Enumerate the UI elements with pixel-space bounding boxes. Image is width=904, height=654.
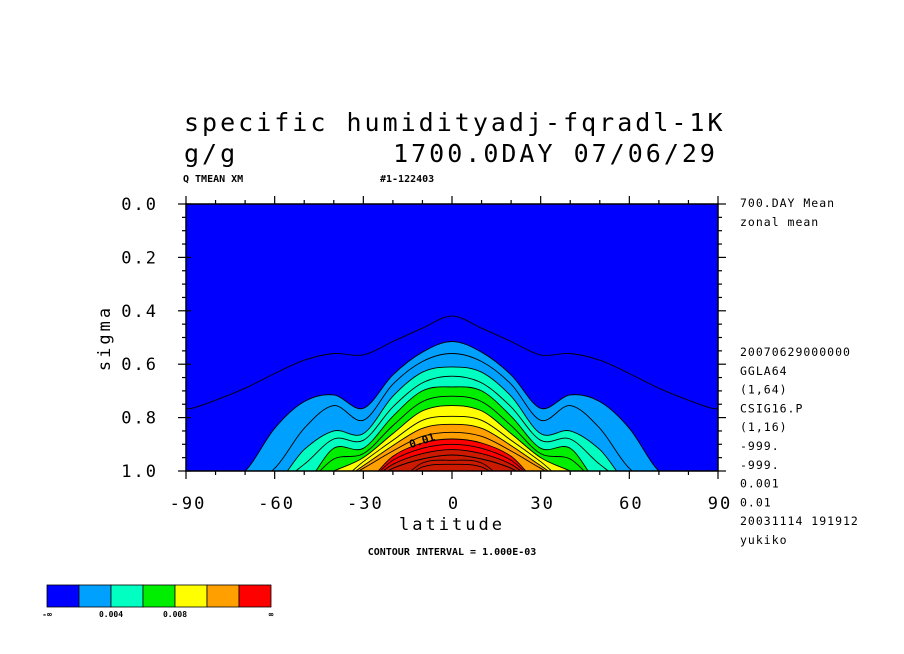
contour-line-2	[270, 353, 634, 471]
side-label-bottom: yukiko	[740, 533, 788, 547]
colorbar-label: ∞	[269, 610, 274, 619]
side-label-bottom: -999.	[740, 439, 780, 453]
contour-line-4	[295, 375, 609, 471]
colorbar-swatch	[174, 584, 208, 608]
chart-title: specific humidityadj-fqradl-1K	[184, 108, 726, 137]
side-label-top: 700.DAY Mean	[740, 196, 835, 210]
side-label-bottom: 20031114 191912	[740, 514, 859, 528]
colorbar-swatch	[142, 584, 176, 608]
y-tick-label: 0.2	[121, 248, 158, 268]
y-tick-label: 0.4	[121, 302, 158, 322]
contour-line-5	[315, 386, 589, 471]
colorbar-label: -∞	[42, 610, 52, 619]
colorbar-swatch	[78, 584, 112, 608]
side-label-bottom: CSIG16.P	[740, 401, 803, 415]
contour-plot: 0.01	[186, 204, 718, 471]
x-tick-label: 90	[708, 494, 732, 514]
contour-line-9	[355, 423, 549, 471]
x-tick-label: -30	[347, 494, 384, 514]
colorbar-swatch	[46, 584, 80, 608]
contour-line-13	[382, 449, 522, 471]
side-label-bottom: -999.	[740, 458, 780, 472]
x-tick-label: 60	[619, 494, 643, 514]
y-tick-label: 1.0	[121, 462, 158, 482]
side-label-top: zonal mean	[740, 215, 819, 229]
units-label: g/g	[184, 139, 238, 168]
side-label-bottom: GGLA64	[740, 364, 788, 378]
x-tick-label: 0	[448, 494, 460, 514]
contour-line-10	[357, 431, 547, 471]
contour-line-8	[351, 415, 553, 471]
side-labels: 700.DAY Mean zonal mean 20070629000000 GGLA…	[740, 196, 859, 547]
time-label: 1700.0DAY 07/06/29	[393, 139, 718, 168]
y-tick-label: 0.6	[121, 355, 158, 375]
contour-layer: 0.01	[186, 204, 718, 471]
colorbar-swatch	[206, 584, 240, 608]
contour-line-15	[410, 459, 494, 471]
side-label-bottom: (1,64)	[740, 383, 788, 397]
side-label-bottom: 20070629000000	[740, 345, 851, 359]
contour-line-3	[286, 366, 618, 471]
contour-line-11	[377, 438, 527, 471]
colorbar-label: 0.004	[99, 610, 123, 619]
colorbar-label: 0.008	[163, 610, 187, 619]
colorbar: -∞ 0.004 0.008 ∞	[42, 584, 274, 619]
x-tick-label: 30	[530, 494, 554, 514]
side-label-bottom: 0.01	[740, 495, 772, 509]
x-axis-label: latitude	[399, 515, 505, 535]
contour-line-14	[386, 454, 518, 471]
colorbar-swatch	[110, 584, 144, 608]
contour-line-0	[186, 315, 718, 410]
run-label: #1-122403	[380, 174, 434, 185]
y-axis-label: sigma	[95, 305, 115, 371]
contour-line-12	[379, 443, 525, 471]
contour-line-6	[319, 395, 585, 471]
colorbar-swatch	[238, 584, 272, 608]
contour-line-16	[413, 463, 491, 471]
side-label-bottom: 0.001	[740, 477, 780, 491]
y-tick-label: 0.0	[121, 195, 158, 215]
side-label-bottom: (1,16)	[740, 420, 788, 434]
contour-line-7	[332, 405, 572, 471]
axes: 0.0 0.2 0.4 0.6 0.8 1.0 -90 -60 -30 0 30 60 90	[121, 195, 732, 514]
contour-line-1	[244, 341, 660, 471]
x-tick-label: -90	[170, 494, 207, 514]
y-tick-label: 0.8	[121, 409, 158, 429]
x-tick-label: -60	[258, 494, 295, 514]
contour-interval-label: CONTOUR INTERVAL = 1.000E-03	[368, 547, 537, 558]
variable-label: Q TMEAN XM	[183, 174, 243, 185]
